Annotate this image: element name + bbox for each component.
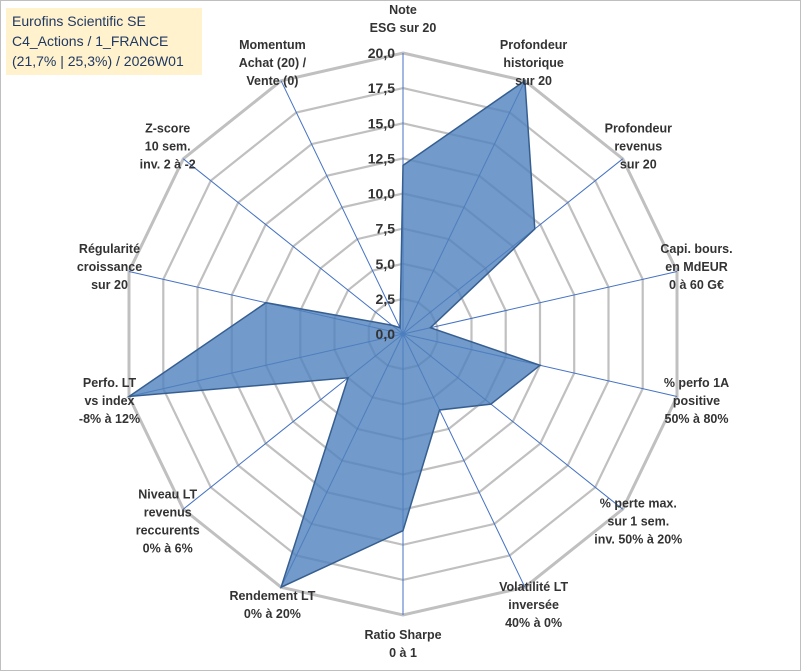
tick-label: 20,0 bbox=[368, 45, 395, 61]
axis-label: Profondeur revenus sur 20 bbox=[605, 121, 672, 171]
axis-label-line: 50% à 80% bbox=[665, 412, 729, 426]
axis-label-line: Achat (20) / bbox=[239, 56, 307, 70]
axis-label-line: croissance bbox=[77, 260, 142, 274]
axis-label-line: 0% à 20% bbox=[244, 607, 301, 621]
axis-label-line: Régularité bbox=[79, 242, 140, 256]
axis-label-line: Profondeur bbox=[500, 38, 567, 52]
axis-label: Note ESG sur 20 bbox=[370, 3, 437, 35]
radar-series bbox=[126, 79, 542, 589]
chart-title-line: (21,7% | 25,3%) / 2026W01 bbox=[12, 53, 184, 69]
tick-label: 17,5 bbox=[368, 80, 395, 96]
axis-label-line: 0% à 6% bbox=[143, 542, 193, 556]
radar-spoke bbox=[402, 271, 678, 335]
tick-label: 12,5 bbox=[368, 150, 395, 166]
axis-label: Volatilité LT inversée 40% à 0% bbox=[499, 580, 568, 630]
series-area bbox=[126, 79, 542, 589]
tick-label: 10,0 bbox=[368, 186, 395, 202]
tick-label: 7,5 bbox=[376, 221, 396, 237]
axis-label-line: positive bbox=[673, 394, 720, 408]
axis-label-line: 0 à 60 G€ bbox=[669, 278, 724, 292]
axis-label-line: 0 à 1 bbox=[389, 646, 417, 660]
axis-label-line: en MdEUR bbox=[665, 260, 728, 274]
axis-label-line: sur 1 sem. bbox=[607, 515, 669, 529]
axis-label-line: vs index bbox=[84, 394, 134, 408]
tick-label: 2,5 bbox=[376, 291, 396, 307]
axis-label: Régularité croissance sur 20 bbox=[77, 242, 142, 292]
axis-label-line: inv. 50% à 20% bbox=[594, 533, 682, 547]
axis-label-line: reccurents bbox=[136, 524, 200, 538]
axis-label-line: % perte max. bbox=[600, 497, 677, 511]
axis-label-line: Niveau LT bbox=[138, 488, 197, 502]
axis-label-line: Note bbox=[389, 3, 417, 17]
axis-label-line: inversée bbox=[508, 598, 559, 612]
axis-label-line: Vente (0) bbox=[246, 74, 298, 88]
tick-label: 15,0 bbox=[368, 115, 395, 131]
chart-title-line: Eurofins Scientific SE bbox=[12, 13, 146, 29]
axis-label: % perte max. sur 1 sem. inv. 50% à 20% bbox=[594, 497, 682, 547]
axis-label-line: sur 20 bbox=[515, 74, 552, 88]
axis-label-line: Profondeur bbox=[605, 121, 672, 135]
tick-label: 0,0 bbox=[376, 326, 396, 342]
radar-spoke bbox=[182, 158, 404, 335]
axis-label-line: Rendement LT bbox=[229, 589, 315, 603]
axis-label-line: sur 20 bbox=[91, 278, 128, 292]
axis-label: Capi. bours. en MdEUR 0 à 60 G€ bbox=[660, 242, 732, 292]
radial-tick-labels: 0,0 2,5 5,0 7,5 10,0 12,5 15,0 17,5 20,0 bbox=[368, 45, 395, 342]
axis-label-line: revenus bbox=[614, 139, 662, 153]
axis-label-line: Ratio Sharpe bbox=[364, 628, 441, 642]
tick-label: 5,0 bbox=[376, 256, 396, 272]
radar-spoke bbox=[280, 80, 404, 335]
axis-label-line: revenus bbox=[144, 506, 192, 520]
axis-label-line: inv. 2 à -2 bbox=[140, 157, 196, 171]
axis-label-line: Momentum bbox=[239, 38, 306, 52]
axis-label-line: Z-score bbox=[145, 121, 190, 135]
axis-label-line: Capi. bours. bbox=[660, 242, 732, 256]
axis-label: Momentum Achat (20) / Vente (0) bbox=[239, 38, 307, 88]
axis-label-line: Perfo. LT bbox=[83, 376, 137, 390]
axis-label: Z-score 10 sem. inv. 2 à -2 bbox=[140, 121, 196, 171]
axis-label-line: -8% à 12% bbox=[79, 412, 140, 426]
chart-title-line: C4_Actions / 1_FRANCE bbox=[12, 33, 169, 49]
axis-label: Rendement LT 0% à 20% bbox=[229, 589, 315, 621]
axis-label-line: historique bbox=[503, 56, 563, 70]
axis-label-line: ESG sur 20 bbox=[370, 21, 437, 35]
axis-label: Ratio Sharpe 0 à 1 bbox=[364, 628, 441, 660]
axis-label-line: 40% à 0% bbox=[505, 616, 562, 630]
axis-labels: Note ESG sur 20 Profondeur historique sur 20… bbox=[77, 3, 733, 660]
axis-label-line: 10 sem. bbox=[145, 139, 191, 153]
axis-label: Profondeur historique sur 20 bbox=[500, 38, 567, 88]
axis-label: Niveau LT revenus reccurents 0% à 6% bbox=[136, 488, 200, 556]
axis-label-line: % perfo 1A bbox=[664, 376, 729, 390]
chart-title-box: Eurofins Scientific SE C4_Actions / 1_FR… bbox=[6, 8, 202, 75]
axis-label-line: sur 20 bbox=[620, 157, 657, 171]
axis-label: % perfo 1A positive 50% à 80% bbox=[664, 376, 729, 426]
axis-label-line: Volatilité LT bbox=[499, 580, 568, 594]
axis-label: Perfo. LT vs index -8% à 12% bbox=[79, 376, 140, 426]
